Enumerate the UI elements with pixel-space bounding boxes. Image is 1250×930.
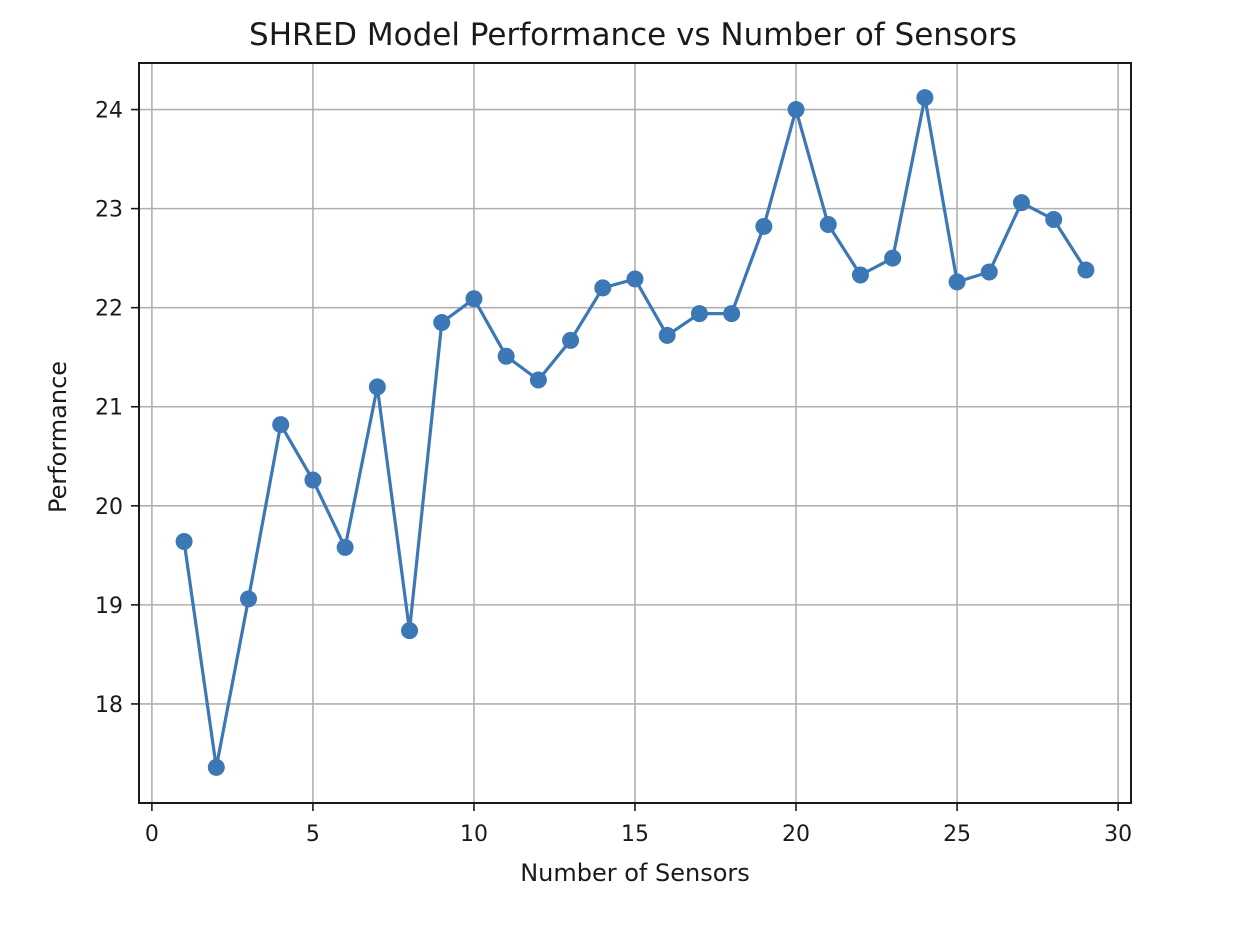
x-tick-label: 15 xyxy=(621,822,649,847)
y-axis-label: Performance xyxy=(44,361,72,513)
data-point xyxy=(497,347,515,365)
x-tick-label: 0 xyxy=(145,822,159,847)
data-point xyxy=(980,263,998,281)
data-point xyxy=(562,331,580,349)
data-point xyxy=(1012,194,1030,212)
y-tick-label: 24 xyxy=(95,99,123,124)
x-tick-label: 25 xyxy=(943,822,971,847)
data-point xyxy=(465,290,483,308)
chart-title: SHRED Model Performance vs Number of Sen… xyxy=(249,17,1017,53)
data-point xyxy=(1045,211,1063,229)
data-point xyxy=(529,371,547,389)
y-axis: 18 19 20 21 22 23 24 xyxy=(95,99,139,718)
data-series xyxy=(175,89,1095,776)
data-point xyxy=(175,532,193,550)
x-axis-label: Number of Sensors xyxy=(520,859,750,887)
data-point xyxy=(819,215,837,233)
data-point xyxy=(1077,261,1095,279)
grid xyxy=(139,63,1131,803)
x-tick-label: 30 xyxy=(1104,822,1132,847)
y-tick-label: 23 xyxy=(95,198,123,223)
data-point xyxy=(690,305,708,323)
data-point xyxy=(304,471,322,489)
data-point xyxy=(658,326,676,344)
y-tick-label: 21 xyxy=(95,396,123,421)
data-point xyxy=(401,622,419,640)
data-point xyxy=(240,590,258,608)
x-axis: 0 5 10 15 20 25 30 xyxy=(145,803,1132,847)
data-point xyxy=(884,249,902,267)
x-tick-label: 10 xyxy=(460,822,488,847)
data-point xyxy=(207,758,225,776)
data-point xyxy=(336,538,354,556)
data-point xyxy=(916,89,934,107)
data-point xyxy=(626,270,644,288)
y-tick-label: 19 xyxy=(95,594,123,619)
data-point xyxy=(851,266,869,284)
data-point xyxy=(755,217,773,235)
y-tick-label: 20 xyxy=(95,495,123,520)
y-tick-label: 18 xyxy=(95,693,123,718)
data-point xyxy=(948,273,966,291)
data-point xyxy=(368,378,386,396)
x-tick-label: 5 xyxy=(306,822,320,847)
y-tick-label: 22 xyxy=(95,297,123,322)
data-point xyxy=(787,101,805,119)
data-point xyxy=(272,416,290,434)
x-tick-label: 20 xyxy=(782,822,810,847)
data-point xyxy=(433,314,451,332)
data-point xyxy=(723,305,741,323)
data-point xyxy=(594,279,612,297)
